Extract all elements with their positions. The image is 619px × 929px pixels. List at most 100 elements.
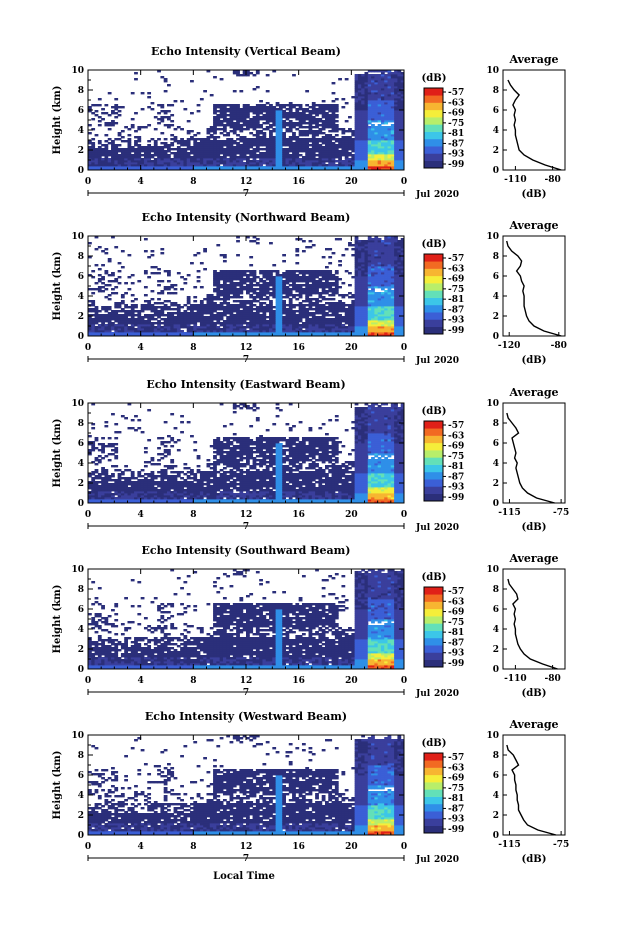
heatmap-cell [196, 156, 201, 159]
heatmap-cell [88, 320, 92, 323]
heatmap-cell [285, 130, 290, 133]
heatmap-cell [232, 142, 237, 145]
heatmap-cell [318, 270, 323, 273]
heatmap-cell [180, 128, 184, 131]
heatmap-cell [387, 84, 392, 87]
heatmap-cell [163, 308, 168, 311]
heatmap-cell [111, 274, 115, 277]
heatmap-cell [246, 138, 250, 141]
heatmap-cell [367, 314, 372, 317]
heatmap-cell [167, 118, 171, 121]
profile-x-tick-label: -80 [544, 175, 560, 185]
heatmap-cell [285, 294, 290, 297]
heatmap-cell [150, 266, 155, 269]
heatmap-cell [321, 150, 326, 153]
heatmap-cell [400, 72, 404, 75]
heatmap-cell [282, 120, 286, 123]
heatmap-cell [344, 102, 349, 105]
heatmap-cell [242, 300, 247, 303]
heatmap-cell [367, 162, 372, 165]
heatmap-cell [242, 108, 247, 111]
heatmap-cell [117, 158, 122, 161]
heatmap-cell [216, 326, 221, 329]
heatmap-cell [298, 124, 303, 127]
heatmap-cell [308, 312, 313, 315]
heatmap-cell [147, 300, 152, 303]
heatmap-cell [94, 282, 99, 285]
heatmap-cell [232, 334, 237, 336]
heatmap-cell [255, 306, 260, 309]
heatmap-cell [371, 294, 375, 297]
heatmap-cell [229, 108, 234, 111]
heatmap-cell [334, 110, 339, 113]
heatmap-cell [206, 70, 211, 73]
heatmap-cell [255, 138, 260, 141]
heatmap-cell [203, 164, 207, 167]
heatmap-cell [298, 324, 303, 327]
heatmap-cell [265, 298, 270, 301]
heatmap-cell [150, 308, 155, 311]
heatmap-cell [325, 282, 329, 285]
heatmap-cell [282, 300, 286, 303]
heatmap-cell [387, 112, 392, 115]
heatmap-cell [361, 80, 365, 83]
heatmap-cell [206, 136, 211, 139]
heatmap-cell [397, 124, 402, 127]
heatmap-cell [222, 134, 227, 137]
heatmap-cell [209, 334, 214, 336]
heatmap-cell [341, 152, 346, 155]
heatmap-cell [157, 316, 161, 319]
heatmap-cell [186, 164, 191, 167]
heatmap-cell [180, 334, 184, 336]
heatmap-cell [101, 318, 105, 321]
heatmap-cell [216, 284, 221, 287]
heatmap-cell [193, 320, 198, 323]
heatmap-cell [160, 168, 165, 170]
heatmap-cell [384, 118, 389, 121]
heatmap-cell [357, 144, 362, 147]
heatmap-cell [219, 132, 224, 135]
heatmap-cell [262, 310, 267, 313]
heatmap-cell [176, 164, 181, 167]
y-tick-label: 8 [78, 86, 84, 96]
heatmap-cell [288, 136, 293, 139]
heatmap-cell [196, 152, 201, 155]
heatmap-cell [318, 304, 323, 307]
heatmap-cell [351, 318, 356, 321]
heatmap-cell [269, 168, 273, 170]
heatmap-cell [147, 152, 152, 155]
heatmap-cell [143, 334, 148, 336]
heatmap-cell [252, 150, 257, 153]
heatmap-cell [246, 160, 250, 163]
heatmap-cell [269, 308, 273, 311]
heatmap-cell [374, 140, 379, 143]
heatmap-cell [321, 308, 326, 311]
heatmap-cell [222, 276, 227, 279]
heatmap-cell [361, 120, 365, 123]
heatmap-cell [255, 120, 260, 123]
heatmap-cell [282, 326, 286, 329]
heatmap-cell [143, 272, 148, 275]
heatmap-cell [328, 298, 333, 301]
heatmap-cell [275, 102, 280, 105]
heatmap-cell [278, 146, 283, 149]
heatmap-cell [193, 152, 198, 155]
heatmap-cell [278, 110, 283, 113]
heatmap-cell [364, 242, 369, 245]
heatmap-cell [249, 314, 254, 317]
heatmap-cell [127, 328, 132, 331]
heatmap-cell [397, 76, 402, 79]
heatmap-cell [219, 144, 224, 147]
heatmap-cell [301, 312, 306, 315]
heatmap-cell [140, 154, 145, 157]
heatmap-cell [173, 152, 178, 155]
heatmap-cell [232, 156, 237, 159]
heatmap-cell [216, 114, 221, 117]
heatmap-cell [272, 168, 277, 170]
heatmap-cell [305, 284, 310, 287]
heatmap-cell [377, 164, 382, 167]
heatmap-cell [232, 70, 237, 73]
heatmap-cell [344, 332, 349, 335]
heatmap-cell [94, 322, 99, 325]
heatmap-cell [173, 334, 178, 336]
